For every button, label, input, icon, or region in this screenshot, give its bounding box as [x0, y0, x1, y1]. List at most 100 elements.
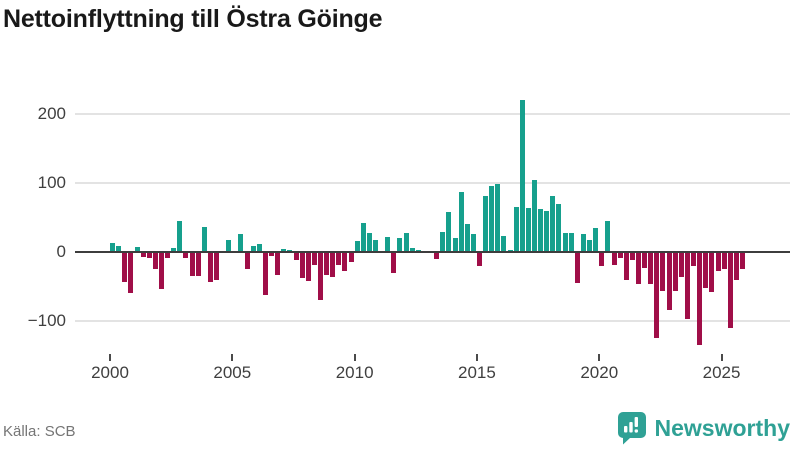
x-axis-tick	[231, 354, 234, 361]
bar	[550, 196, 556, 252]
bar	[483, 196, 489, 252]
bar	[281, 249, 287, 252]
x-axis-tick-label: 2005	[213, 363, 252, 382]
bar	[623, 252, 629, 281]
bar	[446, 212, 452, 252]
newsworthy-logo-text: Newsworthy	[654, 414, 790, 441]
bar	[593, 227, 599, 252]
bar	[207, 252, 213, 282]
bar	[697, 252, 703, 345]
bar	[128, 252, 134, 294]
plot-area: 200 100 0 −100 2000 2005 2010 2015 2020 2025	[28, 100, 790, 382]
bar	[171, 247, 177, 252]
bar	[134, 246, 140, 252]
y-axis-tick-label: 200	[37, 104, 66, 123]
bar	[360, 223, 366, 252]
bar	[183, 252, 189, 258]
bar	[201, 227, 207, 252]
bar	[629, 252, 635, 261]
bar	[158, 252, 164, 290]
bar	[538, 209, 544, 252]
bar	[146, 252, 152, 259]
chart-title: Nettoinflyttning till Östra Göinge	[3, 5, 383, 33]
bar	[574, 252, 580, 283]
bar	[262, 252, 268, 295]
bar	[342, 252, 348, 271]
bar	[599, 252, 605, 266]
bar	[189, 252, 195, 276]
bar	[525, 207, 531, 252]
x-axis-tick	[353, 354, 356, 361]
source-label: Källa: SCB	[3, 423, 76, 440]
bar	[317, 252, 323, 301]
bar	[727, 252, 733, 328]
bar	[226, 240, 232, 252]
bar	[366, 233, 372, 252]
bar	[587, 240, 592, 252]
x-axis-tick-label: 2010	[335, 363, 374, 382]
x-axis-tick	[720, 354, 723, 361]
bar	[330, 252, 336, 277]
newsworthy-logo[interactable]: Newsworthy	[617, 411, 790, 445]
bar	[140, 252, 146, 257]
bar	[733, 252, 739, 281]
bar	[672, 252, 678, 292]
bar	[654, 252, 660, 339]
y-axis-tick-label: 0	[56, 242, 66, 261]
x-axis-tick-label: 2015	[458, 363, 496, 382]
y-axis-tick-label: 100	[37, 173, 66, 192]
bar	[660, 252, 666, 292]
bar	[739, 252, 745, 270]
bar	[336, 252, 342, 266]
bar	[703, 252, 709, 288]
bar	[152, 252, 158, 269]
bar	[452, 238, 458, 252]
bar	[195, 252, 201, 277]
zero-axis-line	[75, 250, 790, 254]
bar	[458, 192, 464, 252]
x-axis-tick	[475, 354, 478, 361]
newsworthy-chart-bubble-icon	[617, 411, 647, 445]
bar	[678, 252, 684, 277]
bar	[495, 183, 501, 252]
bar	[709, 252, 715, 292]
bar	[348, 252, 354, 263]
bar	[122, 252, 128, 283]
bar	[275, 252, 281, 275]
bar	[238, 234, 244, 252]
bar	[464, 223, 470, 252]
bar	[691, 252, 696, 266]
bar	[244, 252, 250, 270]
bar	[110, 243, 115, 252]
bar	[256, 243, 262, 252]
bar	[611, 252, 617, 266]
x-axis-tick	[109, 354, 111, 361]
bar	[250, 245, 256, 252]
bar	[397, 237, 403, 252]
bar	[519, 100, 525, 252]
bar	[324, 252, 329, 275]
bar	[305, 252, 311, 281]
bar	[544, 211, 550, 252]
bar	[532, 180, 537, 252]
bar	[556, 203, 562, 252]
bar	[165, 252, 170, 259]
x-axis-tick-label: 2000	[91, 363, 129, 382]
bar	[373, 240, 378, 252]
bar	[214, 252, 219, 280]
bar	[293, 252, 299, 261]
bar	[501, 236, 507, 252]
bar	[721, 252, 727, 270]
x-axis-tick-label: 2020	[580, 363, 619, 382]
bar	[562, 233, 568, 252]
bar	[684, 252, 690, 319]
bar	[580, 234, 586, 252]
bar	[666, 252, 672, 310]
bar	[269, 252, 274, 257]
bar	[440, 232, 446, 252]
grid-line	[75, 113, 790, 115]
bar	[617, 252, 623, 259]
bar	[299, 252, 305, 279]
bar	[715, 252, 721, 272]
bar	[391, 252, 397, 273]
